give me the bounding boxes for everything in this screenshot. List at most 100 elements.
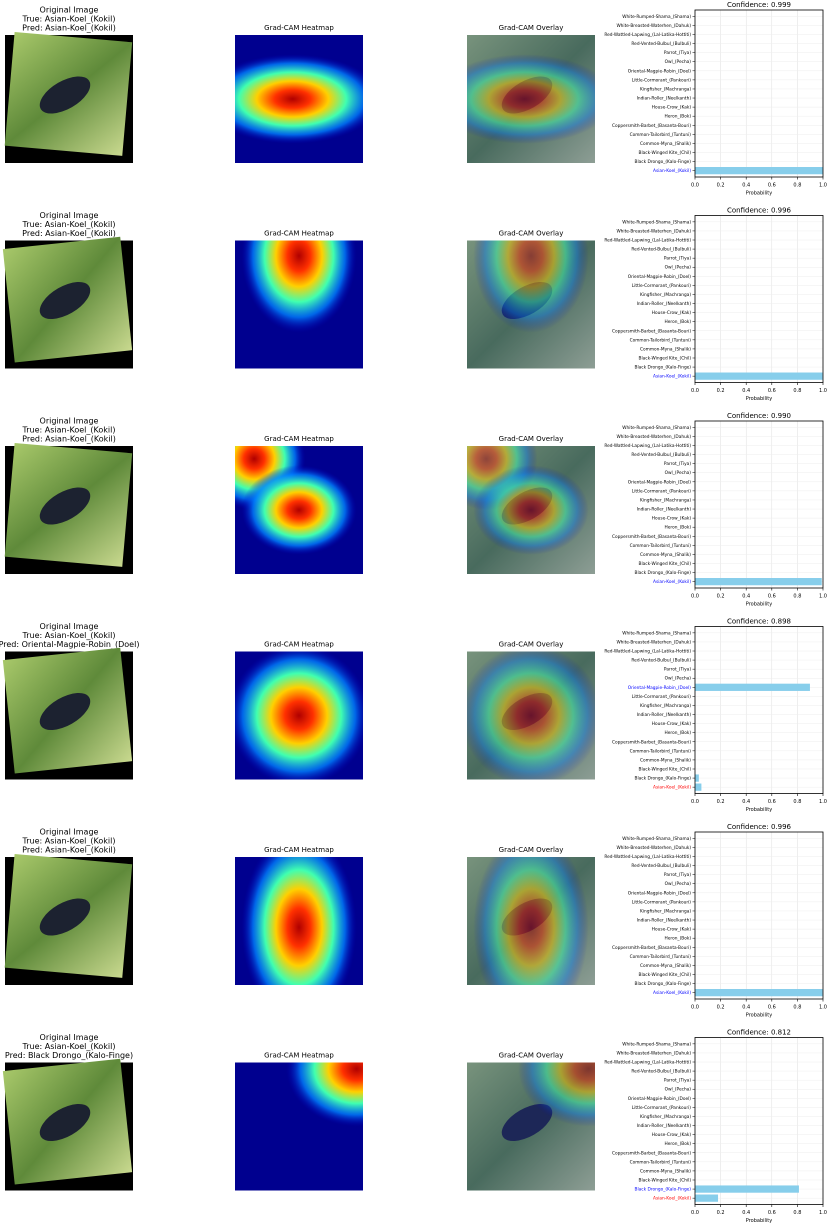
y-tick-label: Red-Wattled-Lapwing_(Lal-Latika-Hottiti) <box>604 238 691 244</box>
figure: Original ImageTrue: Asian-Koel_(Kokil)Pr… <box>0 0 829 1227</box>
y-tick-label: Black Drongo_(Kalo-Finge) <box>635 159 692 165</box>
heatmap-title: Grad-CAM Heatmap <box>264 24 334 32</box>
bar <box>695 784 701 791</box>
chart-title: Confidence: 0.990 <box>727 412 791 420</box>
row: Original ImageTrue: Asian-Koel_(Kokil)Pr… <box>3 179 595 368</box>
y-tick-label: Black-Winged Kite_(Chil) <box>639 150 692 156</box>
true-label: True: Asian-Koel_(Kokil) <box>22 220 116 229</box>
y-tick-label: Coppersmith-Barbet_(Basanta-Bouri) <box>612 1150 691 1156</box>
row: Original ImageTrue: Asian-Koel_(Kokil)Pr… <box>0 622 601 786</box>
bar <box>695 684 810 691</box>
y-tick-label: White-Rumped-Shama_(Shama) <box>622 836 691 842</box>
y-tick-label: Oriental-Magpie-Robin_(Doel) <box>628 685 692 691</box>
y-tick-label: Common-Myna_(Shalik) <box>640 346 691 352</box>
y-tick-label: Coppersmith-Barbet_(Basanta-Bouri) <box>612 945 691 951</box>
y-tick-label: Common-Tailorbird_(Tuntuni) <box>630 337 692 343</box>
x-tick-label: 0.2 <box>717 594 725 600</box>
y-tick-label: White-Breasted-Waterhen_(Dahuk) <box>616 639 691 645</box>
y-tick-label: House-Crow_(Kak) <box>652 1132 692 1138</box>
x-tick-label: 1.0 <box>819 594 827 600</box>
y-tick-label: White-Rumped-Shama_(Shama) <box>622 14 691 20</box>
x-tick-label: 0.4 <box>742 1005 750 1011</box>
y-tick-label: Parrot_(Tiya) <box>664 872 691 878</box>
y-tick-label: Black Drongo_(Kalo-Finge) <box>635 981 692 987</box>
y-tick-label: Black-Winged Kite_(Chil) <box>639 1177 692 1183</box>
heat-spot <box>435 54 614 144</box>
y-tick-label: Red-Vented-Bulbul_(Bulbuli) <box>631 247 691 253</box>
y-tick-label: Coppersmith-Barbet_(Basanta-Bouri) <box>612 123 691 129</box>
image-title: Original Image <box>40 622 99 631</box>
y-tick-label: Red-Vented-Bulbul_(Bulbuli) <box>631 452 691 458</box>
x-tick-label: 0.8 <box>793 1210 801 1216</box>
x-tick-label: 0.2 <box>717 1210 725 1216</box>
y-tick-label: Little-Cormorant_(Pankouri) <box>632 1105 692 1111</box>
bar <box>695 1195 718 1202</box>
heat-spot <box>473 179 588 333</box>
x-tick-label: 1.0 <box>819 799 827 805</box>
y-tick-label: Heron_(Bok) <box>665 319 692 325</box>
x-tick-label: 0.0 <box>691 1210 699 1216</box>
x-tick-label: 0.2 <box>717 183 725 189</box>
y-tick-label: Asian-Koel_(Kokil) <box>653 168 691 174</box>
pred-label: Pred: Asian-Koel_(Kokil) <box>22 435 116 444</box>
y-tick-label: White-Breasted-Waterhen_(Dahuk) <box>616 23 691 29</box>
y-tick-label: Kingfisher_(Machranga) <box>640 86 691 92</box>
bar <box>695 373 822 380</box>
heat-spot <box>203 54 382 144</box>
y-tick-label: Black-Winged Kite_(Chil) <box>639 972 692 978</box>
heat-spot <box>229 645 370 786</box>
chart-title: Confidence: 0.996 <box>727 207 792 215</box>
y-tick-label: House-Crow_(Kak) <box>652 105 692 111</box>
x-tick-label: 0.8 <box>793 388 801 394</box>
overlay-title: Grad-CAM Overlay <box>499 846 564 854</box>
y-tick-label: Heron_(Bok) <box>665 1141 692 1147</box>
axes-frame <box>695 216 823 383</box>
heat-spot <box>241 465 356 555</box>
true-label: True: Asian-Koel_(Kokil) <box>22 631 116 640</box>
y-tick-label: Owl_(Pecha) <box>665 265 692 271</box>
y-tick-label: White-Rumped-Shama_(Shama) <box>622 219 691 225</box>
y-tick-label: Red-Wattled-Lapwing_(Lal-Latika-Hottiti) <box>604 32 691 38</box>
y-tick-label: Indian-Roller_(Neelkanth) <box>637 1123 692 1129</box>
y-tick-label: Parrot_(Tiya) <box>664 461 691 467</box>
x-axis-label: Probability <box>746 191 772 197</box>
y-tick-label: Common-Myna_(Shalik) <box>640 1168 691 1174</box>
y-tick-label: Owl_(Pecha) <box>665 470 692 476</box>
y-tick-label: Kingfisher_(Machranga) <box>640 292 691 298</box>
y-tick-label: Red-Vented-Bulbul_(Bulbuli) <box>631 41 691 47</box>
x-tick-label: 1.0 <box>819 183 827 189</box>
chart-title: Confidence: 0.996 <box>727 823 792 831</box>
y-tick-label: Indian-Roller_(Neelkanth) <box>637 96 692 102</box>
y-tick-label: Red-Vented-Bulbul_(Bulbuli) <box>631 658 691 664</box>
overlay-title: Grad-CAM Overlay <box>499 641 564 649</box>
x-tick-label: 0.0 <box>691 1005 699 1011</box>
y-tick-label: Kingfisher_(Machranga) <box>640 703 691 709</box>
y-tick-label: Kingfisher_(Machranga) <box>640 497 691 503</box>
pred-label: Pred: Black Drongo_(Kalo-Finge) <box>5 1051 133 1060</box>
bar <box>695 1185 799 1192</box>
y-tick-label: White-Breasted-Waterhen_(Dahuk) <box>616 845 691 851</box>
y-tick-label: Common-Myna_(Shalik) <box>640 757 691 763</box>
y-tick-label: Common-Tailorbird_(Tuntuni) <box>630 132 692 138</box>
true-label: True: Asian-Koel_(Kokil) <box>22 426 116 435</box>
y-tick-label: Indian-Roller_(Neelkanth) <box>637 712 692 718</box>
y-tick-label: Coppersmith-Barbet_(Basanta-Bouri) <box>612 534 691 540</box>
x-tick-label: 0.2 <box>717 388 725 394</box>
y-tick-label: Asian-Koel_(Kokil) <box>653 990 691 996</box>
bar <box>695 774 699 781</box>
x-tick-label: 0.8 <box>793 799 801 805</box>
x-tick-label: 0.2 <box>717 799 725 805</box>
y-tick-label: Oriental-Magpie-Robin_(Doel) <box>628 274 692 280</box>
x-tick-label: 0.6 <box>768 594 776 600</box>
x-tick-label: 1.0 <box>819 1005 827 1011</box>
y-tick-label: Indian-Roller_(Neelkanth) <box>637 918 692 924</box>
y-tick-label: Red-Wattled-Lapwing_(Lal-Latika-Hottiti) <box>604 649 691 655</box>
y-tick-label: Oriental-Magpie-Robin_(Doel) <box>628 479 692 485</box>
y-tick-label: Red-Wattled-Lapwing_(Lal-Latika-Hottiti) <box>604 443 691 449</box>
y-tick-label: House-Crow_(Kak) <box>652 721 692 727</box>
chart-title: Confidence: 0.999 <box>727 1 791 9</box>
heat-spot <box>286 1011 427 1126</box>
overlay-title: Grad-CAM Overlay <box>499 435 564 443</box>
